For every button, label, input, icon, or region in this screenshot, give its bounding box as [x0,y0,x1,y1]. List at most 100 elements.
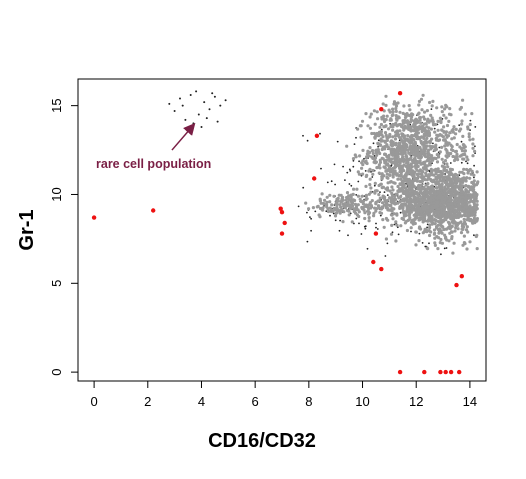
dense-point [414,166,418,170]
dense-point [450,180,454,184]
dense-point [455,177,459,181]
dense-point [361,199,365,203]
dense-point [433,222,437,226]
sparse-point [355,136,357,139]
dense-point [463,178,467,182]
dense-point [360,194,364,198]
dense-point [350,220,354,224]
sparse-point [443,247,446,250]
dense-point [445,193,449,197]
dense-point [339,200,343,204]
dense-point [325,205,329,209]
dense-point [459,190,464,194]
dense-point [407,104,411,108]
dense-point [424,174,428,178]
dense-point [460,122,464,126]
dense-point [418,168,422,172]
outlier-point [373,231,379,236]
rare-population-point [195,90,198,93]
sparse-point [306,211,308,214]
dense-point [408,171,412,175]
dense-point [470,112,474,116]
dense-point [459,105,463,110]
dense-point [446,165,450,169]
dense-point [387,156,391,160]
dense-point [319,201,323,205]
sparse-point [319,132,321,135]
dense-point [454,224,458,228]
dense-point [373,161,378,165]
sparse-point [469,119,472,122]
dense-point [325,195,329,199]
x-tick-label: 10 [355,394,369,409]
dense-point [417,203,421,207]
dense-point [449,177,453,181]
dense-point [435,196,439,201]
dense-point [468,176,472,180]
sparse-point [320,167,322,170]
dense-point [455,215,459,219]
dense-point [469,172,473,176]
dense-point [432,228,437,232]
sparse-point [364,227,367,230]
dense-point [381,157,385,161]
dense-point [392,207,396,211]
dense-point [466,125,470,129]
sparse-point [352,165,355,168]
dense-point [400,168,404,172]
dense-point [447,112,452,116]
dense-point [391,128,395,132]
sparse-point [358,160,360,163]
dense-point [417,201,421,205]
sparse-point [297,205,300,208]
dense-point [407,158,411,162]
dense-point [367,169,371,173]
dense-point [378,125,382,129]
sparse-point [339,219,341,222]
dense-point [355,187,359,191]
outlier-point [457,369,462,375]
dense-point [450,129,454,133]
dense-point [399,124,403,128]
sparse-point [333,163,336,166]
dense-point [394,201,398,206]
dense-point [463,222,468,226]
dense-point [377,171,381,175]
dense-point [410,112,414,116]
dense-point [442,113,446,117]
dense-point [397,174,401,178]
dense-point [418,179,422,184]
dense-point [458,154,462,158]
dense-point [436,247,440,251]
dense-point [402,158,406,162]
dense-point [364,194,368,198]
dense-point [408,194,412,198]
dense-point [448,223,452,227]
dense-point [464,184,468,188]
dense-point [445,227,449,231]
sparse-point [460,161,463,164]
dense-point [383,147,387,151]
dense-point [390,200,394,204]
dense-point [385,172,389,176]
dense-point [402,143,406,148]
dense-point [419,210,423,214]
dense-point [311,206,315,210]
sparse-point [353,143,356,146]
dense-point [413,204,417,208]
dense-point [391,110,395,114]
dense-point [468,205,472,209]
dense-point [440,110,444,114]
sparse-point [473,176,475,179]
sparse-point [360,233,363,235]
dense-point [398,182,402,186]
dense-point [444,130,448,134]
dense-point [452,241,456,245]
dense-point [469,185,473,189]
rare-population-point [168,102,171,105]
dense-point [384,206,388,210]
dense-point [371,172,375,176]
sparse-point [474,145,476,148]
dense-point [391,153,395,157]
dense-point [345,208,350,213]
